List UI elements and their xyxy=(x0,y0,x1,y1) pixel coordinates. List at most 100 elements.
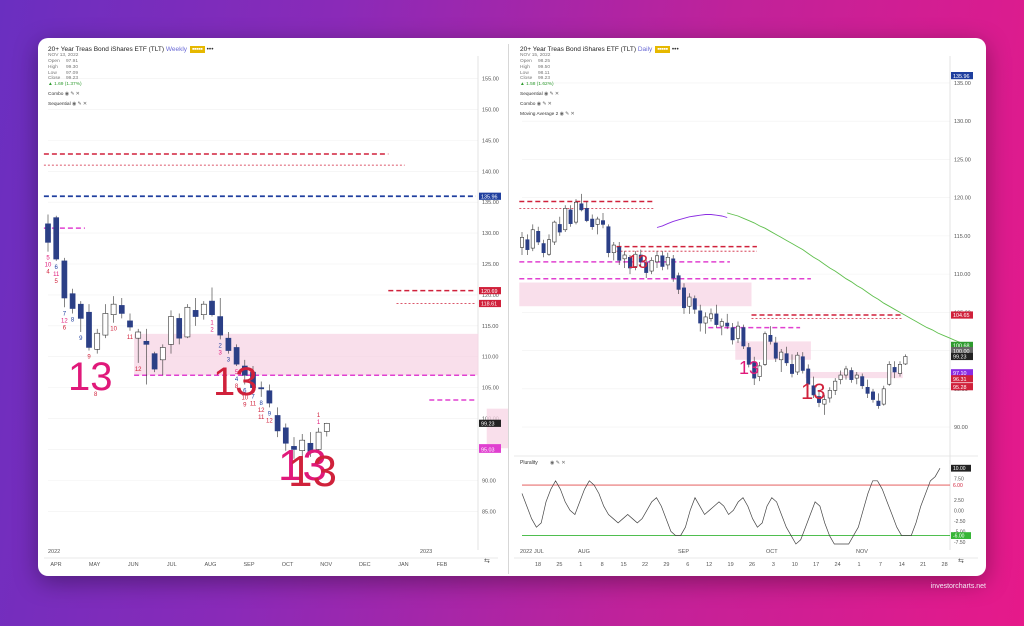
y-tick-label: 155.00 xyxy=(482,77,499,83)
candle xyxy=(563,208,568,231)
x-tick-label: AUG xyxy=(204,562,216,568)
price-tag xyxy=(479,419,501,427)
sequential-count-label: 3 xyxy=(227,358,231,364)
x-tick-label: JUN xyxy=(128,562,139,568)
candle xyxy=(649,260,654,272)
weekly-timeframe[interactable]: Weekly xyxy=(165,46,188,54)
x-tick-label: MAY xyxy=(89,562,101,568)
support-zone xyxy=(519,282,752,307)
weekly-indicator-label: Combo xyxy=(48,92,64,97)
x-tick-label: 18 xyxy=(535,562,541,568)
price-tag-value: 100.00 xyxy=(953,349,970,355)
sequential-count-label: 12 xyxy=(258,408,265,414)
footer-credit[interactable]: investorcharts.net xyxy=(930,583,986,590)
candle xyxy=(876,400,881,406)
candle xyxy=(903,356,908,365)
y-tick-label: 135.00 xyxy=(954,81,971,87)
daily-ohlc-label: High xyxy=(520,64,530,70)
candle xyxy=(714,313,719,325)
month-label: JUL xyxy=(534,549,544,555)
price-tag-value: 95.28 xyxy=(953,385,967,391)
candle xyxy=(94,332,101,350)
price-tag-value: 135.96 xyxy=(953,74,970,80)
candle xyxy=(871,391,875,400)
candle xyxy=(590,218,595,228)
daily-indicator-row[interactable]: Combo ◉ ✎ ✕ xyxy=(520,101,679,108)
weekly-ohlc-value: 97.91 xyxy=(66,59,79,65)
chart-card: 155.00 150.00 145.00 140.00 135.00 130.00 125.… xyxy=(38,38,986,576)
weekly-ohlc-row: Close 99.23 xyxy=(48,76,213,82)
daily-indicator-row[interactable]: Sequential ◉ ✎ ✕ xyxy=(520,91,679,98)
support-zone xyxy=(735,341,811,360)
price-tag xyxy=(951,369,973,377)
candle xyxy=(595,218,600,225)
candle xyxy=(849,370,854,380)
y-tick-label: 105.00 xyxy=(482,386,499,392)
more-icon[interactable]: ••• xyxy=(206,46,214,54)
weekly-indicator-row[interactable]: Sequential ◉ ✎ ✕ xyxy=(48,101,213,108)
month-label: OCT xyxy=(766,549,778,555)
y-tick-label: 125.00 xyxy=(954,157,971,163)
x-tick-label: 15 xyxy=(621,562,627,568)
daily-indicator-label: Moving Average 2 xyxy=(520,112,559,117)
daily-ohlc-value: 99.50 xyxy=(538,64,551,70)
price-tag-value: 99.23 xyxy=(481,422,495,428)
candle xyxy=(168,316,174,345)
weekly-symbol-title: 20+ Year Treas Bond iShares ETF (TLT) xyxy=(48,46,165,54)
daily-timeframe[interactable]: Daily xyxy=(637,46,653,54)
weekly-indicator-row[interactable]: Combo ◉ ✎ ✕ xyxy=(48,91,213,98)
combo-13-label: 13 xyxy=(739,358,759,378)
candle xyxy=(241,365,248,376)
y-tick-label: 110.00 xyxy=(482,355,498,361)
reference-tag-value: -6.00 xyxy=(953,534,965,540)
price-tag xyxy=(951,72,973,80)
price-tag xyxy=(951,311,973,319)
weekly-ohlc-value: 99.23 xyxy=(66,76,79,82)
candle xyxy=(736,325,740,339)
price-tag-value: 100.68 xyxy=(953,344,970,350)
x-tick-label: OCT xyxy=(282,562,294,568)
sequential-count-label: 8 xyxy=(94,392,98,398)
x-tick-label: 3 xyxy=(772,562,775,568)
month-label: AUG xyxy=(578,549,590,555)
weekly-ohlc-row: Open 97.91 xyxy=(48,59,213,65)
indicator-controls-icon[interactable]: ◉ ✎ ✕ xyxy=(70,102,87,107)
indicator-controls-icon[interactable]: ◉ ✎ ✕ xyxy=(63,92,80,97)
x-tick-label: 17 xyxy=(813,562,819,568)
daily-date: NOV 15, 2022 xyxy=(520,53,551,59)
sequential-count-label: 5 xyxy=(235,370,239,376)
daily-indicator-row[interactable]: Moving Average 2 ◉ ✎ ✕ xyxy=(520,111,679,118)
candle xyxy=(795,354,800,373)
price-tag-value: 104.65 xyxy=(953,313,970,319)
combo-13-label: 13 xyxy=(213,360,258,404)
candle xyxy=(53,217,60,260)
indicator-controls-icon: ◉ ✎ ✕ xyxy=(550,460,566,466)
more-icon[interactable]: ••• xyxy=(671,46,679,54)
sequential-count-label: 11 xyxy=(258,415,265,421)
indicator-controls-icon[interactable]: ◉ ✎ ✕ xyxy=(542,92,559,97)
combo-13-label: 13 xyxy=(288,447,337,496)
y-tick-label: 110.00 xyxy=(954,272,970,278)
candle xyxy=(151,353,158,370)
indicator-controls-icon[interactable]: ◉ ✎ ✕ xyxy=(558,112,575,117)
x-tick-label: 14 xyxy=(899,562,905,568)
candle xyxy=(844,368,848,376)
candle xyxy=(768,334,773,342)
month-label: NOV xyxy=(856,549,868,555)
candle xyxy=(574,201,578,223)
indicator-controls-icon[interactable]: ◉ ✎ ✕ xyxy=(535,102,552,107)
x-tick-label: 7 xyxy=(879,562,882,568)
sequential-count-label: 5 xyxy=(46,256,50,262)
candle xyxy=(118,305,125,314)
support-zone xyxy=(134,333,479,376)
sequential-count-label: 6 xyxy=(55,265,59,271)
weekly-indicators: Combo ◉ ✎ ✕ Sequential ◉ ✎ ✕ xyxy=(48,91,213,108)
candle xyxy=(176,318,183,339)
candle xyxy=(282,427,289,444)
candle xyxy=(854,374,859,379)
weekly-ohlc-label: High xyxy=(48,64,58,70)
sequential-count-label: 10 xyxy=(241,396,248,402)
x-tick-label: DEC xyxy=(359,562,371,568)
candle xyxy=(110,303,117,315)
sequential-count-label: 12 xyxy=(61,318,68,324)
